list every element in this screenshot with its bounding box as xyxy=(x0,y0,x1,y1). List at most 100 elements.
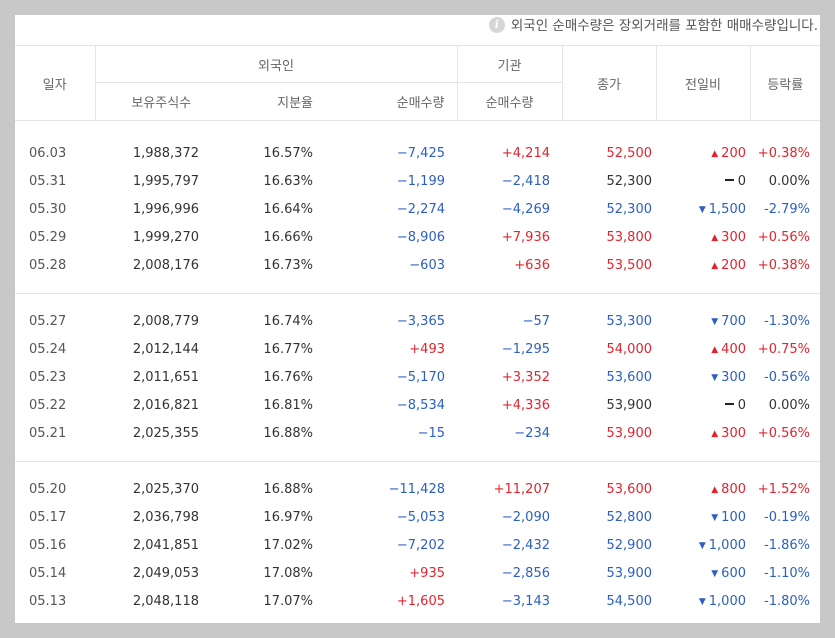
cell-rate: +0.38% xyxy=(757,145,810,161)
cell-foreign-net: −5,170 xyxy=(396,369,445,385)
cell-foreign-net: −3,365 xyxy=(396,313,445,329)
cell-foreign-ratio: 16.74% xyxy=(263,313,313,329)
cell-foreign-holdings: 2,011,651 xyxy=(132,369,199,385)
header-rate: 등락률 xyxy=(749,45,820,121)
cell-date: 05.31 xyxy=(29,173,67,189)
table-body: 06.03 1,988,372 16.57% −7,425 +4,214 52,500 ▲ 2… xyxy=(15,121,820,624)
cell-institution-net: +7,936 xyxy=(501,229,550,245)
cell-close: 53,900 xyxy=(606,425,653,441)
cell-rate: +0.56% xyxy=(757,229,810,245)
cell-close: 52,300 xyxy=(606,173,653,189)
cell-foreign-net: −11,428 xyxy=(388,481,445,497)
row-spacer xyxy=(15,447,820,462)
table-row: 05.16 2,041,851 17.02% −7,202 −2,432 52,900 ▼ 1… xyxy=(15,531,820,559)
header-foreign-ratio: 지분율 xyxy=(227,82,341,121)
table-row: 05.27 2,008,779 16.74% −3,365 −57 53,300 ▼ 700-… xyxy=(15,307,820,335)
table-row: 05.20 2,025,370 16.88% −11,428 +11,207 53,600… xyxy=(15,475,820,503)
cell-date: 05.20 xyxy=(29,481,67,497)
cell-institution-net: −2,418 xyxy=(501,173,550,189)
investor-trend-table: 일자 외국인 기관 종가 전일비 등락률 보유주식수 지분율 순매수량 순매수량… xyxy=(15,45,820,623)
cell-institution-net: +4,336 xyxy=(501,397,550,413)
table-row: 05.17 2,036,798 16.97% −5,053 −2,090 52,800 ▼ 1… xyxy=(15,503,820,531)
cell-institution-net: −2,432 xyxy=(501,537,550,553)
change-value: 700 xyxy=(721,313,746,329)
cell-rate: -1.30% xyxy=(764,313,810,329)
cell-change: ▲ 200 xyxy=(656,251,750,279)
change-value: 1,500 xyxy=(708,201,746,217)
triangle-up-icon: ▲ xyxy=(711,148,719,159)
cell-rate: +0.56% xyxy=(757,425,810,441)
table-row: 05.13 2,048,118 17.07% +1,605 −3,143 54,500 ▼ 1… xyxy=(15,587,820,615)
triangle-down-icon: ▼ xyxy=(698,204,706,215)
cell-change: ▼ 600 xyxy=(656,559,750,587)
table-row: 05.31 1,995,797 16.63% −1,199 −2,418 52,300 0 0… xyxy=(15,167,820,195)
header-foreign: 외국인 xyxy=(94,45,457,83)
cell-change: ▼ 1,500 xyxy=(656,195,750,223)
cell-foreign-holdings: 2,008,176 xyxy=(132,257,199,273)
cell-foreign-ratio: 16.73% xyxy=(263,257,313,273)
cell-rate: -1.86% xyxy=(764,537,810,553)
cell-close: 53,300 xyxy=(606,313,653,329)
cell-close: 53,900 xyxy=(606,397,653,413)
cell-foreign-holdings: 2,025,370 xyxy=(132,481,199,497)
cell-rate: +1.52% xyxy=(757,481,810,497)
row-spacer xyxy=(15,121,820,140)
cell-date: 05.17 xyxy=(29,509,67,525)
cell-institution-net: −4,269 xyxy=(501,201,550,217)
cell-change: ▼ 1,000 xyxy=(656,587,750,615)
cell-close: 54,500 xyxy=(606,593,653,609)
cell-rate: +0.75% xyxy=(757,341,810,357)
cell-close: 53,600 xyxy=(606,369,653,385)
triangle-down-icon: ▼ xyxy=(711,372,719,383)
cell-close: 53,900 xyxy=(606,565,653,581)
cell-institution-net: −2,856 xyxy=(501,565,550,581)
header-foreign-holdings: 보유주식수 xyxy=(94,82,227,121)
cell-foreign-net: +935 xyxy=(409,565,445,581)
cell-institution-net: +636 xyxy=(514,257,550,273)
row-spacer xyxy=(15,615,820,623)
cell-foreign-net: −8,534 xyxy=(396,397,445,413)
cell-foreign-holdings: 2,048,118 xyxy=(132,593,199,609)
cell-institution-net: −57 xyxy=(522,313,550,329)
cell-change: 0 xyxy=(656,167,750,195)
table-row: 05.29 1,999,270 16.66% −8,906 +7,936 53,800 ▲ 3… xyxy=(15,223,820,251)
cell-foreign-net: −15 xyxy=(417,425,445,441)
cell-institution-net: +3,352 xyxy=(501,369,550,385)
cell-close: 52,300 xyxy=(606,201,653,217)
cell-institution-net: −3,143 xyxy=(501,593,550,609)
triangle-up-icon: ▲ xyxy=(711,232,719,243)
cell-institution-net: +11,207 xyxy=(493,481,550,497)
triangle-up-icon: ▲ xyxy=(711,484,719,495)
change-value: 400 xyxy=(721,341,746,357)
header-foreign-net: 순매수량 xyxy=(341,82,457,121)
cell-date: 05.23 xyxy=(29,369,67,385)
cell-foreign-net: −1,199 xyxy=(396,173,445,189)
cell-foreign-ratio: 17.08% xyxy=(263,565,313,581)
cell-date: 05.27 xyxy=(29,313,67,329)
header-institution-net: 순매수량 xyxy=(456,82,562,121)
cell-foreign-holdings: 2,036,798 xyxy=(132,509,199,525)
change-value: 0 xyxy=(737,173,746,189)
cell-rate: -1.10% xyxy=(764,565,810,581)
cell-change: ▼ 100 xyxy=(656,503,750,531)
cell-change: ▼ 700 xyxy=(656,307,750,335)
cell-close: 54,000 xyxy=(606,341,653,357)
table-row: 05.24 2,012,144 16.77% +493 −1,295 54,000 ▲ 400… xyxy=(15,335,820,363)
cell-close: 53,600 xyxy=(606,481,653,497)
row-spacer xyxy=(15,461,820,475)
cell-date: 05.14 xyxy=(29,565,67,581)
cell-foreign-ratio: 17.02% xyxy=(263,537,313,553)
cell-date: 05.30 xyxy=(29,201,67,217)
cell-change: ▼ 1,000 xyxy=(656,531,750,559)
triangle-up-icon: ▲ xyxy=(711,428,719,439)
info-icon[interactable]: i xyxy=(488,17,505,33)
cell-foreign-net: −7,202 xyxy=(396,537,445,553)
cell-foreign-holdings: 2,025,355 xyxy=(132,425,199,441)
cell-rate: -1.80% xyxy=(764,593,810,609)
cell-change: ▲ 800 xyxy=(656,475,750,503)
cell-date: 05.21 xyxy=(29,425,67,441)
cell-change: ▲ 400 xyxy=(656,335,750,363)
cell-foreign-holdings: 1,996,996 xyxy=(132,201,199,217)
change-value: 600 xyxy=(721,565,746,581)
cell-foreign-ratio: 16.64% xyxy=(263,201,313,217)
